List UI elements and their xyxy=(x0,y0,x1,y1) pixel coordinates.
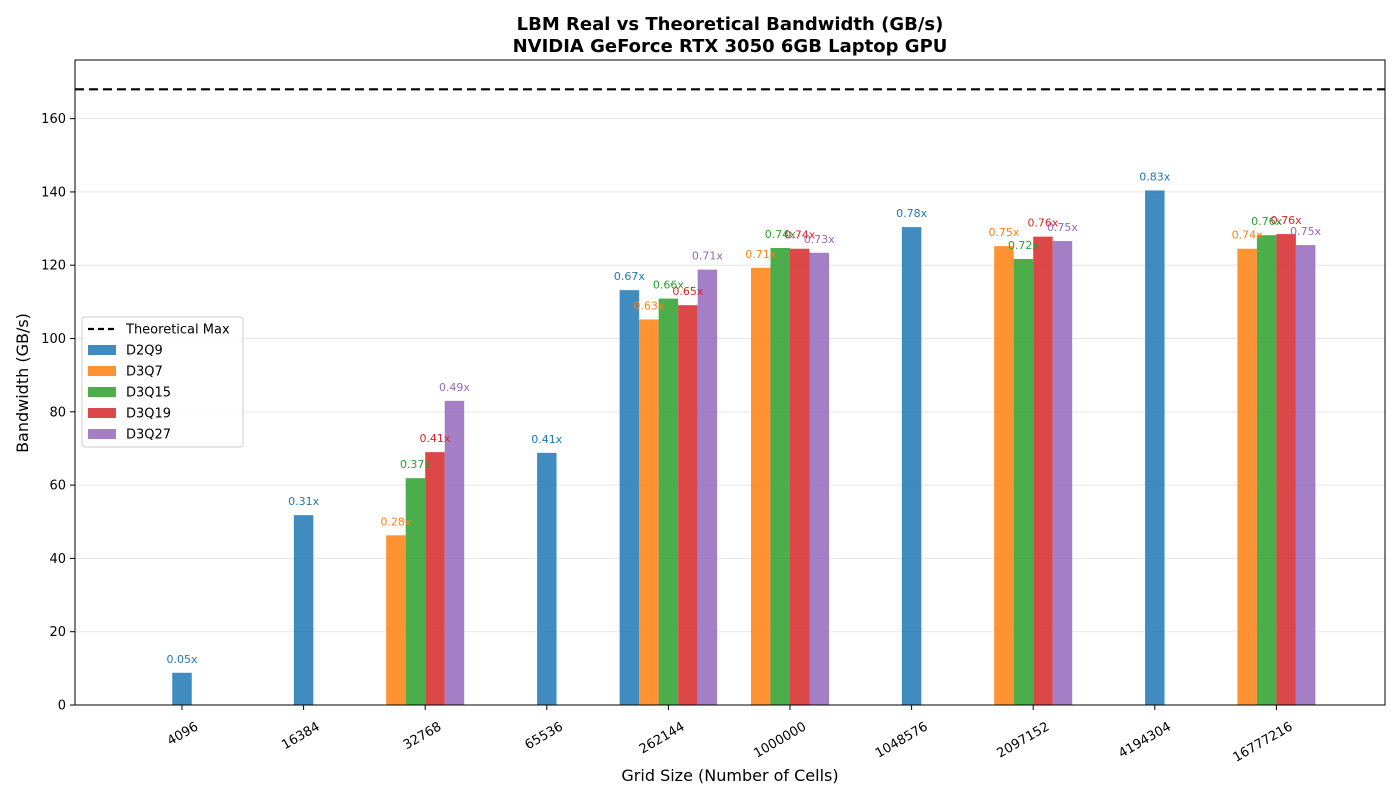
y-tick-label: 20 xyxy=(49,625,66,640)
chart-title: LBM Real vs Theoretical Bandwidth (GB/s) xyxy=(517,14,944,35)
bar-d3q19 xyxy=(790,248,810,706)
data-label: 0.31x xyxy=(288,495,319,508)
gridlines xyxy=(75,118,1385,706)
data-label: 0.71x xyxy=(745,248,776,261)
legend-swatch-d2q9 xyxy=(88,345,116,355)
bar-d2q9 xyxy=(1145,190,1165,705)
bar-d3q15 xyxy=(1256,235,1277,705)
data-label: 0.65x xyxy=(672,285,703,298)
data-label: 0.76x xyxy=(1251,215,1282,228)
bar-d3q19 xyxy=(1276,234,1296,705)
bar-d3q15 xyxy=(770,248,790,705)
bar-d3q27 xyxy=(809,252,829,706)
y-tick-label: 140 xyxy=(41,185,66,200)
legend-label: D3Q7 xyxy=(126,365,163,380)
data-label: 0.67x xyxy=(614,270,645,283)
legend-label: Theoretical Max xyxy=(125,323,230,338)
data-label: 0.41x xyxy=(531,433,562,446)
legend-box xyxy=(81,316,244,448)
bars-layer xyxy=(172,190,1316,706)
y-tick-label: 120 xyxy=(41,259,66,274)
bar-d3q7 xyxy=(751,267,771,705)
data-label: 0.75x xyxy=(1047,221,1078,234)
y-tick-label: 0 xyxy=(58,699,66,714)
bar-d2q9 xyxy=(901,227,922,705)
data-label: 0.83x xyxy=(1139,170,1170,183)
legend: Theoretical Max D2Q9 D3Q7 D3Q15 D3Q19 D3Q27 xyxy=(81,316,244,448)
data-label: 0.78x xyxy=(896,207,927,220)
x-axis-label: Grid Size (Number of Cells) xyxy=(621,766,838,785)
legend-label: D3Q15 xyxy=(126,386,171,401)
bar-d3q15 xyxy=(405,478,426,705)
bar-d3q7 xyxy=(994,246,1014,705)
data-label: 0.71x xyxy=(692,250,723,263)
bar-d3q15 xyxy=(1013,258,1034,705)
data-label: 0.73x xyxy=(804,233,835,246)
x-tick-label: 16384 xyxy=(279,719,322,753)
data-label: 0.66x xyxy=(653,279,684,292)
data-label: 0.28x xyxy=(380,515,411,528)
x-tick-label: 1000000 xyxy=(751,719,809,761)
x-axis: 4096 16384 32768 65536 262144 1000000 1048576 2… xyxy=(165,705,1296,766)
bar-d3q19 xyxy=(1033,236,1053,706)
bar-d3q7 xyxy=(1237,248,1257,706)
chart-subtitle: NVIDIA GeForce RTX 3050 6GB Laptop GPU xyxy=(513,36,948,57)
bar-d3q7 xyxy=(639,319,659,705)
y-tick-label: 100 xyxy=(41,332,66,347)
data-label: 0.75x xyxy=(1290,225,1321,238)
x-tick-label: 32768 xyxy=(401,719,444,753)
data-label: 0.05x xyxy=(166,653,197,666)
bar-d2q9 xyxy=(619,290,640,705)
legend-swatch-d3q19 xyxy=(88,408,116,418)
y-tick-label: 40 xyxy=(49,552,66,567)
y-axis-label: Bandwidth (GB/s) xyxy=(13,313,32,453)
legend-label: D3Q19 xyxy=(126,407,171,422)
bar-d3q19 xyxy=(678,305,698,705)
y-tick-label: 80 xyxy=(49,405,66,420)
x-tick-label: 16777216 xyxy=(1231,719,1296,765)
plot-frame xyxy=(74,59,1386,706)
data-label: 0.74x xyxy=(1232,229,1263,242)
bar-d3q7 xyxy=(386,535,406,705)
legend-swatch-d3q7 xyxy=(88,366,116,376)
x-tick-label: 2097152 xyxy=(995,719,1053,761)
legend-label: D3Q27 xyxy=(126,428,171,443)
data-label: 0.63x xyxy=(633,299,664,312)
bar-d3q19 xyxy=(425,452,445,705)
data-labels-layer: 0.05x 0.31x 0.28x 0.37x 0.41x 0.49x 0.41x 0.67x… xyxy=(166,170,1321,665)
data-label: 0.76x xyxy=(1027,217,1058,230)
data-label: 0.41x xyxy=(419,432,450,445)
y-axis: 0 20 40 60 80 100 120 140 160 xyxy=(41,112,75,714)
x-tick-label: 65536 xyxy=(522,719,565,753)
bar-d3q27 xyxy=(444,400,465,705)
x-tick-label: 4096 xyxy=(165,719,201,749)
data-label: 0.74x xyxy=(765,228,796,241)
bar-d3q27 xyxy=(697,269,718,705)
x-tick-label: 262144 xyxy=(637,719,687,757)
data-label: 0.37x xyxy=(400,458,431,471)
bar-d2q9 xyxy=(537,452,557,705)
y-tick-label: 160 xyxy=(41,112,66,127)
data-label: 0.75x xyxy=(988,226,1019,239)
bar-d3q27 xyxy=(1052,241,1073,705)
data-label: 0.74x xyxy=(784,229,815,242)
bar-d3q27 xyxy=(1295,245,1316,705)
bar-d2q9 xyxy=(293,515,314,705)
data-label: 0.76x xyxy=(1271,214,1302,227)
legend-swatch-d3q27 xyxy=(88,429,116,439)
bar-d3q15 xyxy=(658,298,679,705)
x-tick-label: 4194304 xyxy=(1116,719,1174,761)
x-tick-label: 1048576 xyxy=(873,719,931,761)
data-label: 0.49x xyxy=(439,381,470,394)
data-label: 0.72x xyxy=(1008,239,1039,252)
legend-swatch-d3q15 xyxy=(88,387,116,397)
y-tick-label: 60 xyxy=(49,479,66,494)
legend-label: D2Q9 xyxy=(126,344,163,359)
bar-d2q9 xyxy=(172,672,192,705)
